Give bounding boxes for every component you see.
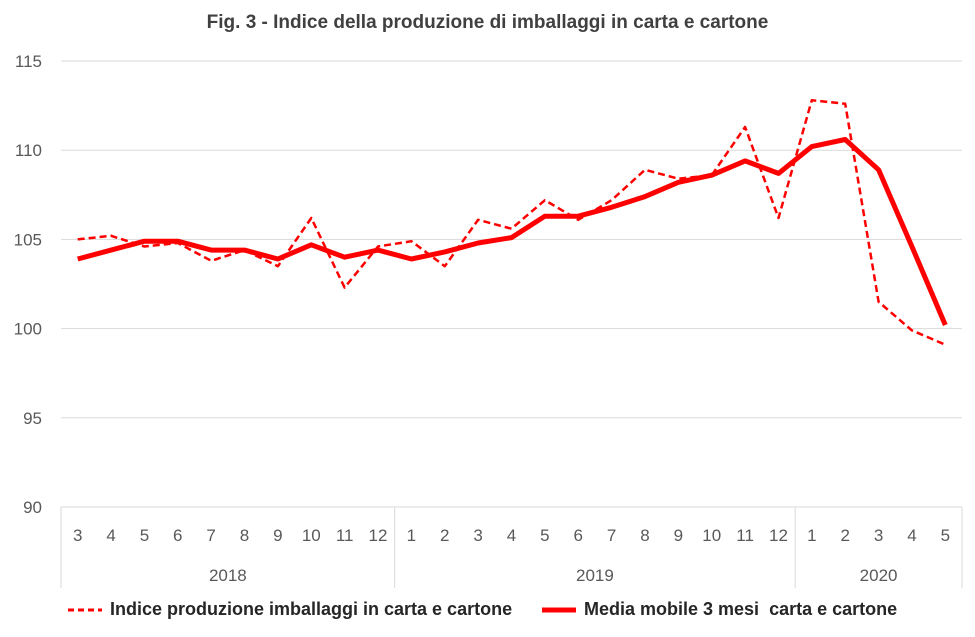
y-tick-label: 100 <box>14 320 42 339</box>
y-tick-label: 115 <box>15 52 42 71</box>
legend: Indice produzione imballaggi in carta e … <box>68 599 968 625</box>
x-tick-label: 1 <box>407 526 416 545</box>
x-tick-label: 1 <box>807 526 816 545</box>
legend-item-indice: Indice produzione imballaggi in carta e … <box>68 599 512 620</box>
x-tick-label: 4 <box>907 526 916 545</box>
x-tick-label: 10 <box>302 526 321 545</box>
x-tick-label: 12 <box>769 526 788 545</box>
x-tick-label: 4 <box>106 526 115 545</box>
year-label: 2019 <box>576 566 614 585</box>
plot-area <box>77 98 948 346</box>
x-tick-label: 3 <box>473 526 482 545</box>
legend-label: Media mobile 3 mesi carta e cartone <box>584 599 898 619</box>
legend-item-media-mobile: Media mobile 3 mesi carta e cartone <box>542 599 897 620</box>
x-tick-label: 9 <box>674 526 683 545</box>
x-tick-label: 6 <box>574 526 583 545</box>
x-tick-label: 8 <box>640 526 649 545</box>
x-tick-label: 4 <box>507 526 516 545</box>
x-tick-label: 7 <box>607 526 616 545</box>
y-tick-label: 110 <box>15 141 42 160</box>
y-tick-label: 90 <box>23 498 42 517</box>
x-tick-label: 5 <box>941 526 950 545</box>
series-line-media-mobile <box>77 137 948 326</box>
x-tick-label: 5 <box>540 526 549 545</box>
x-tick-label: 12 <box>369 526 388 545</box>
x-tick-label: 10 <box>702 526 721 545</box>
year-label: 2018 <box>209 566 247 585</box>
x-tick-label: 3 <box>73 526 82 545</box>
x-tick-label: 6 <box>173 526 182 545</box>
x-tick-label: 8 <box>240 526 249 545</box>
legend-swatch-dashed <box>68 608 102 611</box>
y-tick-label: 95 <box>23 409 42 428</box>
x-tick-label: 7 <box>206 526 215 545</box>
y-axis: 90 95 100 105 110 115 <box>14 52 42 517</box>
x-tick-label: 9 <box>273 526 282 545</box>
x-tick-label: 11 <box>736 526 754 545</box>
x-tick-label: 3 <box>874 526 883 545</box>
year-label: 2020 <box>860 566 898 585</box>
series-line-indice <box>77 98 946 346</box>
x-tick-label: 11 <box>336 526 354 545</box>
x-tick-label: 2 <box>840 526 849 545</box>
x-tick-label: 2 <box>440 526 449 545</box>
x-tick-label: 5 <box>140 526 149 545</box>
legend-label: Indice produzione imballaggi in carta e … <box>110 599 513 619</box>
y-tick-label: 105 <box>14 230 42 249</box>
legend-swatch-solid <box>542 607 576 612</box>
chart-title: Fig. 3 - Indice della produzione di imba… <box>206 12 769 33</box>
gridlines <box>61 60 962 508</box>
